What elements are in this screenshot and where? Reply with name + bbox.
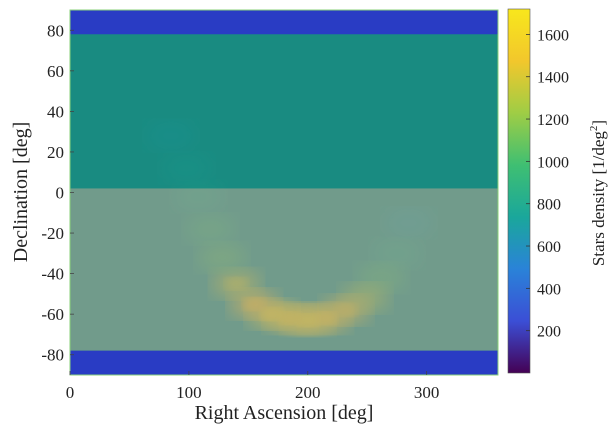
x-tick-label: 300: [414, 383, 440, 402]
colorbar-ticks: 200 400 600 800 1000 1200 1400 1600: [526, 27, 569, 341]
colorbar-label: Stars density [1/deg2]: [588, 120, 608, 266]
y-axis-label: Declination [deg]: [10, 122, 32, 263]
overlay-region: [70, 10, 498, 35]
y-tick-label: -80: [41, 346, 64, 365]
overlay-regions: [70, 10, 498, 375]
colorbar-tick-label: 1200: [537, 112, 569, 129]
overlay-region: [70, 350, 498, 375]
colorbar-tick-label: 400: [537, 281, 561, 298]
x-tick-label: 100: [176, 383, 202, 402]
colorbar: [507, 8, 531, 374]
y-tick-label: 60: [47, 62, 64, 81]
heatmap-area: [70, 10, 498, 375]
y-tick-label: 0: [56, 184, 65, 203]
y-tick-label: -20: [41, 224, 64, 243]
colorbar-tick-label: 800: [537, 197, 561, 214]
colorbar-tick-label: 1400: [537, 70, 569, 87]
x-axis-label: Right Ascension [deg]: [195, 402, 374, 424]
colorbar-tick-label: 1600: [537, 27, 569, 44]
x-tick-label: 0: [66, 383, 75, 402]
y-tick-label: -40: [41, 265, 64, 284]
overlay-region: [70, 34, 498, 189]
y-tick-label: 40: [47, 102, 64, 121]
overlay-region: [70, 188, 498, 351]
colorbar-tick-label: 600: [537, 239, 561, 256]
y-axis-ticks: 80 60 40 20 0 -20 -40 -60 -80: [41, 21, 74, 365]
x-axis-ticks: 0 100 200 300: [66, 371, 440, 402]
y-tick-label: 20: [47, 143, 64, 162]
y-tick-label: -60: [41, 305, 64, 324]
y-tick-label: 80: [47, 21, 64, 40]
colorbar-tick-label: 1000: [537, 154, 569, 171]
colorbar-tick-label: 200: [537, 324, 561, 341]
x-tick-label: 200: [295, 383, 321, 402]
